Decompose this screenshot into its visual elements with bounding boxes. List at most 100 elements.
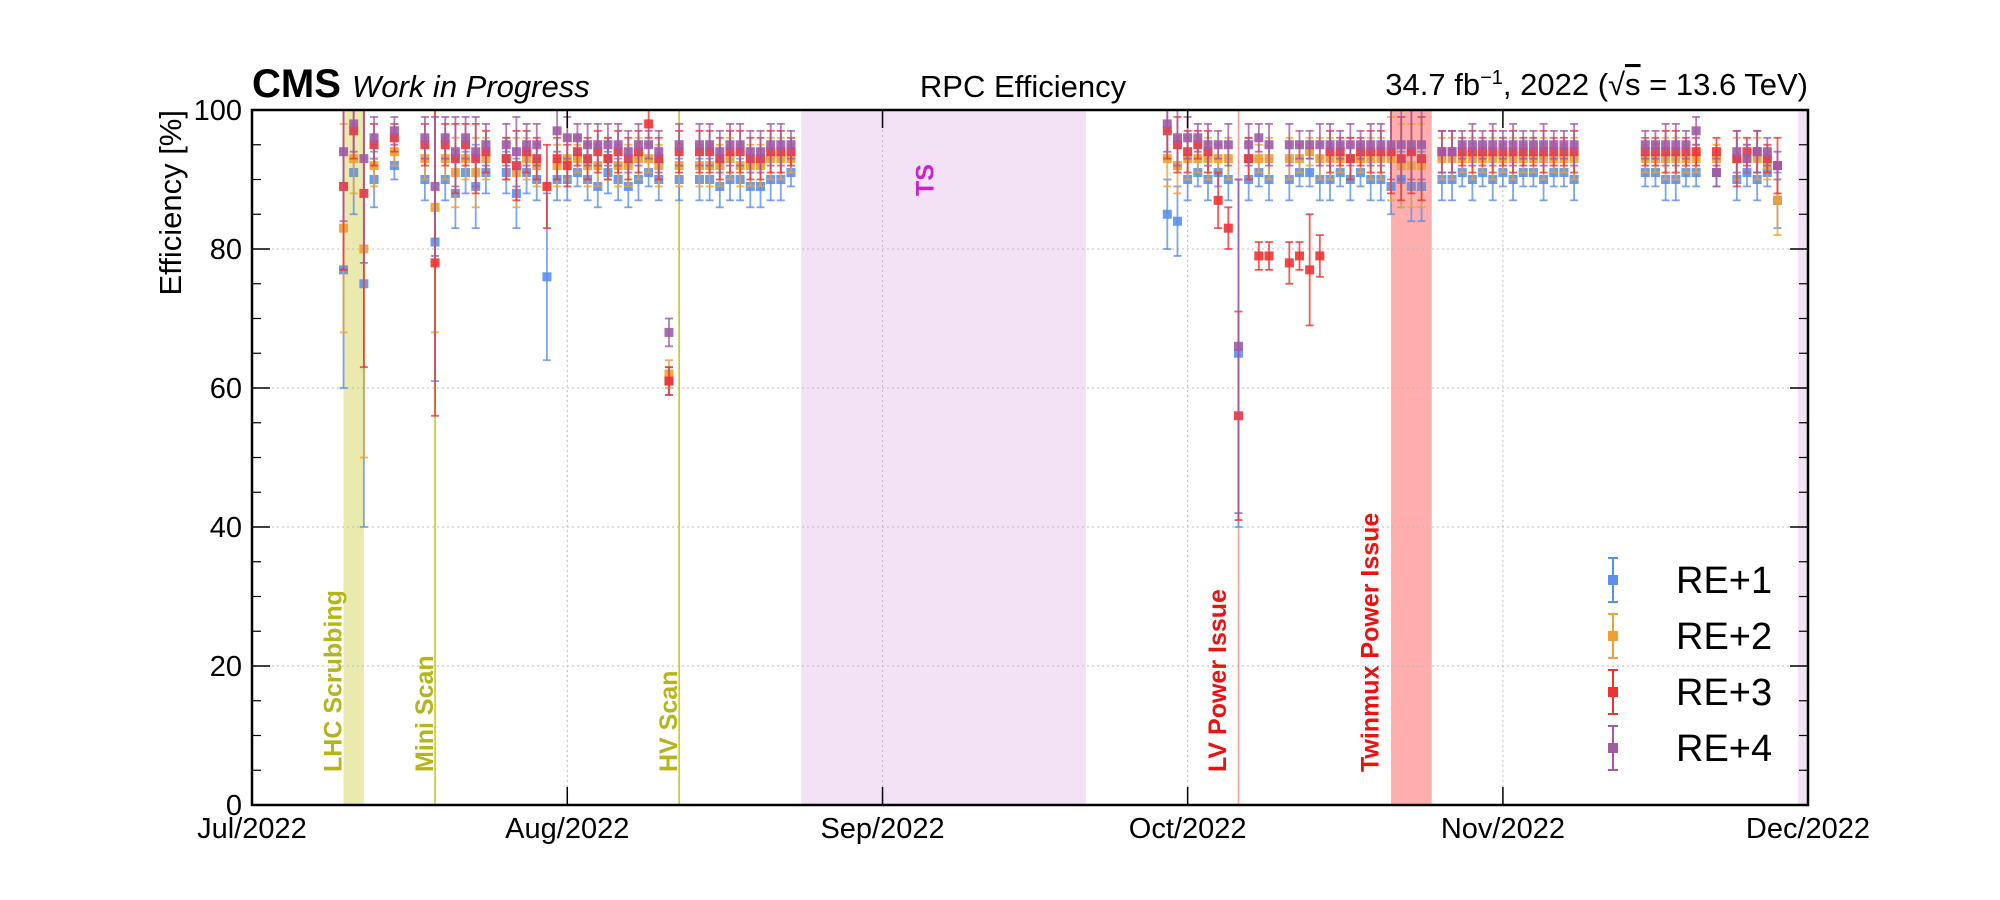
x-tick-label: Oct/2022	[1129, 813, 1247, 845]
data-point	[1732, 147, 1742, 157]
data-point	[613, 140, 623, 150]
data-point	[583, 140, 593, 150]
data-point	[1162, 209, 1172, 219]
data-point	[1366, 140, 1376, 150]
data-point	[705, 140, 715, 150]
work-in-progress-label: Work in Progress	[352, 69, 590, 104]
data-point	[725, 140, 735, 150]
data-point	[1772, 195, 1782, 205]
data-point	[1508, 140, 1518, 150]
data-point	[1681, 140, 1691, 150]
data-point	[1223, 223, 1233, 233]
x-tick-label: Aug/2022	[505, 813, 629, 845]
data-point	[1284, 258, 1294, 268]
axes: 0 20 40 60 80 100 Jul/2022 Aug/2022 Sep/2022 Oct/…	[194, 95, 1870, 845]
data-point	[776, 140, 786, 150]
legend-item: RE+1	[1608, 557, 1772, 603]
data-point	[542, 272, 552, 282]
data-point	[542, 181, 552, 191]
data-point	[1742, 154, 1752, 164]
data-point	[1457, 140, 1467, 150]
data-point	[1386, 140, 1396, 150]
data-point	[1193, 133, 1203, 143]
y-tick-label: 0	[226, 790, 242, 822]
data-point	[1498, 140, 1508, 150]
data-point	[1711, 168, 1721, 178]
data-point	[644, 140, 654, 150]
data-point	[1752, 147, 1762, 157]
data-point	[1691, 147, 1701, 157]
y-axis-label: Efficiency [%]	[153, 110, 188, 296]
data-point	[522, 140, 532, 150]
legend-item: RE+3	[1608, 669, 1772, 715]
data-point	[572, 133, 582, 143]
data-point	[603, 140, 613, 150]
legend-label: RE+2	[1676, 616, 1772, 658]
y-tick-label: 40	[210, 512, 242, 544]
data-point	[1772, 161, 1782, 171]
data-point	[1223, 140, 1233, 150]
data-point	[1417, 140, 1427, 150]
data-point	[644, 119, 654, 129]
data-point	[1315, 251, 1325, 261]
y-tick-label: 80	[210, 234, 242, 266]
data-point	[766, 140, 776, 150]
shaded-band-1	[801, 110, 1086, 805]
data-point	[593, 140, 603, 150]
data-point	[1691, 126, 1701, 136]
data-point	[389, 126, 399, 136]
x-tick-label: Sep/2022	[820, 813, 944, 845]
luminosity-label: 34.7 fb−1, 2022 (√s = 13.6 TeV)	[1385, 67, 1808, 102]
legend-marker	[1608, 575, 1618, 585]
data-point	[1762, 147, 1772, 157]
data-point	[1528, 140, 1538, 150]
shaded-band-0	[343, 110, 364, 805]
data-point	[1172, 133, 1182, 143]
data-point	[430, 181, 440, 191]
data-point	[511, 147, 521, 157]
data-point	[450, 147, 460, 157]
legend-item: RE+2	[1608, 613, 1772, 659]
data-point	[1671, 140, 1681, 150]
data-point	[1183, 133, 1193, 143]
data-point	[562, 133, 572, 143]
data-point	[623, 147, 633, 157]
series-re-4	[339, 109, 1782, 514]
data-point	[1539, 140, 1549, 150]
data-point	[1284, 140, 1294, 150]
data-point	[786, 140, 796, 150]
data-point	[1264, 140, 1274, 150]
data-point	[1162, 119, 1172, 129]
data-point	[1213, 195, 1223, 205]
data-point	[1305, 168, 1315, 178]
data-point	[1345, 140, 1355, 150]
legend-label: RE+1	[1676, 560, 1772, 602]
data-point	[1518, 140, 1528, 150]
data-point	[1406, 140, 1416, 150]
legend-item: RE+4	[1608, 725, 1772, 771]
data-point	[633, 140, 643, 150]
data-point	[1711, 147, 1721, 157]
legend-label: RE+3	[1676, 672, 1772, 714]
data-point	[1203, 140, 1213, 150]
data-point	[1396, 140, 1406, 150]
annotation-twinmux-power-issue: Twinmux Power Issue	[1357, 513, 1385, 772]
chart-title: RPC Efficiency	[920, 69, 1127, 104]
annotation-lhc-scrubbing: LHC Scrubbing	[319, 590, 347, 772]
data-point	[552, 154, 562, 164]
data-point	[664, 327, 674, 337]
data-point	[501, 140, 511, 150]
data-point	[1478, 140, 1488, 150]
data-point	[1254, 154, 1264, 164]
data-point	[664, 376, 674, 386]
data-point	[735, 140, 745, 150]
data-point	[1549, 140, 1559, 150]
data-point	[420, 133, 430, 143]
data-point	[359, 154, 369, 164]
data-point	[339, 147, 349, 157]
data-point	[1305, 140, 1315, 150]
data-point	[1569, 140, 1579, 150]
data-point	[715, 147, 725, 157]
data-point	[440, 133, 450, 143]
